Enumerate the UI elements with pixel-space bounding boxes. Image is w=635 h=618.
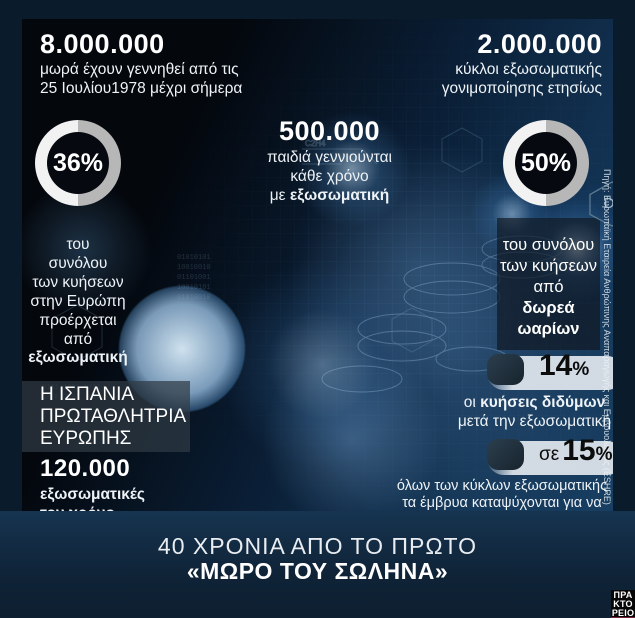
svg-text:01101001: 01101001 bbox=[177, 274, 211, 282]
svg-text:01010010: 01010010 bbox=[177, 294, 211, 302]
svg-text:10010101: 10010101 bbox=[177, 284, 211, 292]
svg-text:10010010: 10010010 bbox=[177, 264, 211, 272]
svg-text:01010101: 01010101 bbox=[177, 254, 211, 262]
